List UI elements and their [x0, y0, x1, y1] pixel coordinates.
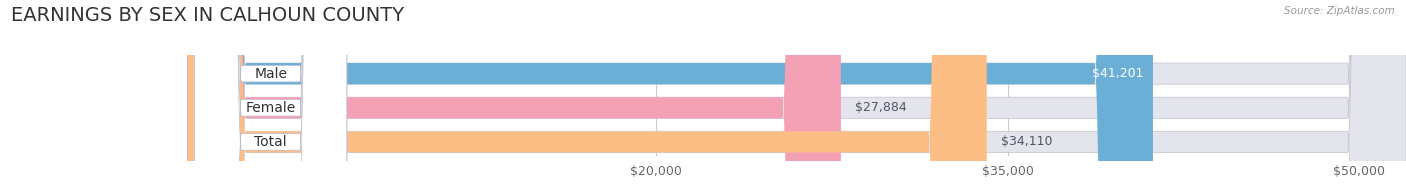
- FancyBboxPatch shape: [187, 0, 841, 196]
- Text: $34,110: $34,110: [1001, 135, 1052, 148]
- Text: Total: Total: [254, 135, 287, 149]
- FancyBboxPatch shape: [187, 0, 1406, 196]
- FancyBboxPatch shape: [187, 0, 1153, 196]
- Text: Male: Male: [254, 67, 287, 81]
- Text: $41,201: $41,201: [1092, 67, 1143, 80]
- Text: EARNINGS BY SEX IN CALHOUN COUNTY: EARNINGS BY SEX IN CALHOUN COUNTY: [11, 6, 405, 25]
- Text: Source: ZipAtlas.com: Source: ZipAtlas.com: [1284, 6, 1395, 16]
- FancyBboxPatch shape: [187, 0, 987, 196]
- FancyBboxPatch shape: [194, 0, 347, 196]
- Text: Female: Female: [246, 101, 295, 115]
- FancyBboxPatch shape: [187, 0, 1406, 196]
- FancyBboxPatch shape: [194, 0, 347, 196]
- FancyBboxPatch shape: [194, 0, 347, 196]
- Text: $27,884: $27,884: [855, 101, 907, 114]
- FancyBboxPatch shape: [187, 0, 1406, 196]
